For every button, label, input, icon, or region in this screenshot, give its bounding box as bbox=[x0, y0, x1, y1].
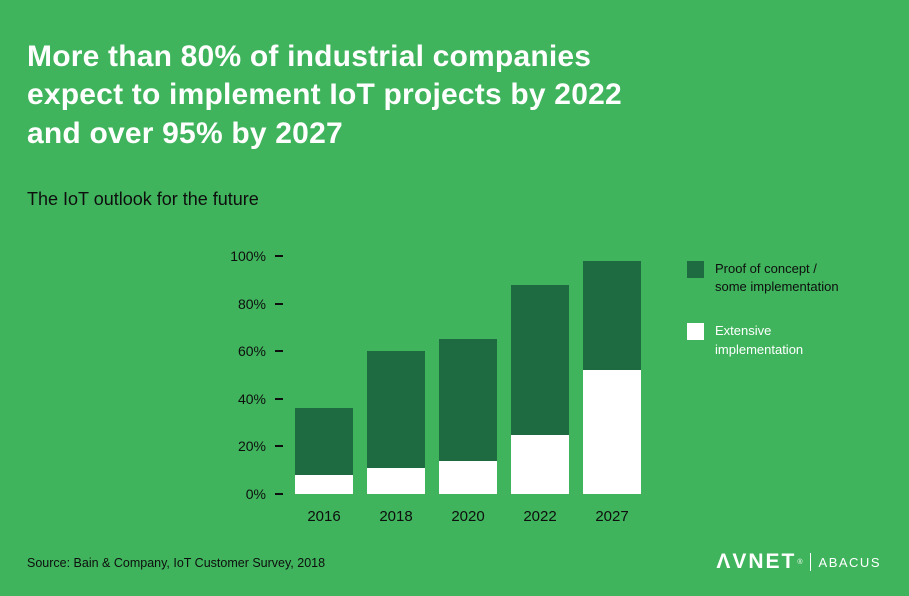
bar-2016 bbox=[295, 256, 353, 494]
y-tick-100: 100% bbox=[230, 248, 283, 264]
legend-label-proof-of-concept: Proof of concept / some implementation bbox=[715, 261, 839, 295]
tick-mark bbox=[275, 493, 283, 495]
avnet-wordmark: ΛVNET bbox=[716, 550, 797, 573]
legend-swatch-white bbox=[687, 323, 704, 341]
bar-segment bbox=[583, 370, 641, 494]
tick-mark bbox=[275, 445, 283, 448]
legend-item-extensive: Extensive implementation bbox=[687, 322, 839, 358]
y-tick-label: 0% bbox=[245, 486, 266, 502]
plot-area: 2016 2018 2020 2022 2027 bbox=[295, 256, 641, 525]
y-tick-label: 100% bbox=[230, 248, 266, 264]
y-tick-20: 20% bbox=[238, 438, 283, 454]
y-tick-label: 40% bbox=[237, 390, 266, 407]
y-tick-0: 0% bbox=[246, 486, 283, 502]
bar-column-2016: 2016 bbox=[295, 256, 353, 525]
chart-subtitle: The IoT outlook for the future bbox=[27, 189, 259, 209]
bar-2018 bbox=[367, 256, 425, 494]
x-axis-label-2016: 2016 bbox=[307, 508, 341, 525]
y-tick-80: 80% bbox=[238, 296, 283, 312]
tick-mark bbox=[275, 302, 283, 305]
logo-divider bbox=[809, 553, 811, 571]
bar-segment bbox=[295, 408, 353, 475]
tick-mark bbox=[275, 255, 283, 257]
bar-segment bbox=[511, 434, 569, 494]
iot-outlook-chart: 100% 80% 60% 40% 20% 0% 2016 2018 2020 2022 2027 … bbox=[205, 248, 839, 525]
x-axis-label-2022: 2022 bbox=[523, 508, 557, 525]
bar-column-2020: 2020 bbox=[439, 256, 497, 525]
avnet-abacus-logo: ΛVNET ® ABACUS bbox=[716, 550, 881, 574]
y-tick-60: 60% bbox=[238, 343, 283, 359]
legend: Proof of concept / some implementation E… bbox=[687, 260, 839, 359]
bar-segment bbox=[583, 260, 641, 371]
legend-item-proof-of-concept: Proof of concept / some implementation bbox=[687, 260, 839, 296]
x-axis-label-2027: 2027 bbox=[595, 508, 629, 525]
x-axis-label-2018: 2018 bbox=[379, 508, 413, 525]
y-tick-label: 60% bbox=[237, 343, 266, 360]
source-note: Source: Bain & Company, IoT Customer Sur… bbox=[27, 556, 326, 570]
x-axis-label-2020: 2020 bbox=[451, 508, 485, 525]
bar-2027 bbox=[583, 256, 641, 494]
y-tick-40: 40% bbox=[238, 391, 283, 407]
tick-mark bbox=[275, 397, 283, 400]
bar-column-2022: 2022 bbox=[511, 256, 569, 525]
y-tick-label: 20% bbox=[237, 438, 266, 455]
bar-segment bbox=[367, 351, 425, 468]
bar-segment bbox=[439, 339, 497, 461]
bar-2020 bbox=[439, 256, 497, 494]
bar-column-2018: 2018 bbox=[367, 256, 425, 525]
legend-swatch-dark-green bbox=[687, 261, 704, 278]
page-title: More than 80% of industrial companies ex… bbox=[27, 40, 622, 150]
bar-column-2027: 2027 bbox=[583, 256, 641, 525]
tick-mark bbox=[275, 350, 283, 353]
legend-label-extensive: Extensive implementation bbox=[715, 323, 804, 357]
bar-segment bbox=[511, 284, 569, 435]
abacus-wordmark: ABACUS bbox=[818, 554, 881, 570]
bar-segment bbox=[367, 467, 425, 494]
y-tick-label: 80% bbox=[237, 295, 266, 312]
registered-mark: ® bbox=[797, 558, 803, 566]
bar-segment bbox=[439, 460, 497, 494]
y-axis: 100% 80% 60% 40% 20% 0% bbox=[205, 248, 283, 502]
bar-2022 bbox=[511, 256, 569, 494]
bar-segment bbox=[295, 474, 353, 494]
